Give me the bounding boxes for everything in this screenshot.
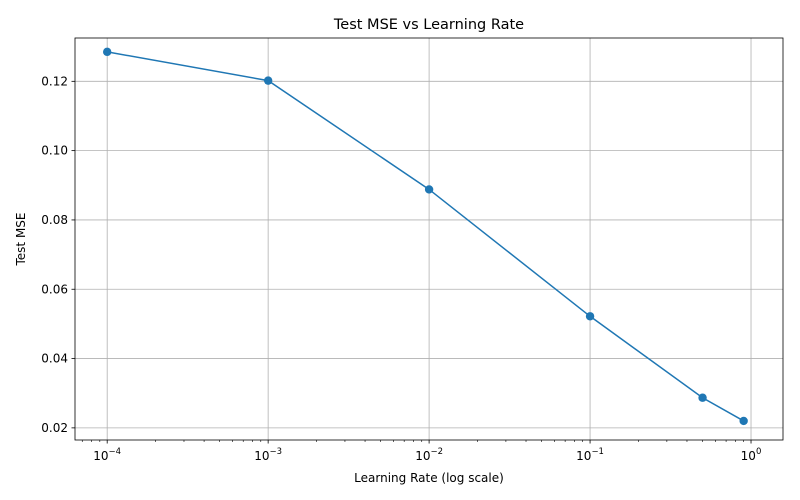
y-tick-label: 0.08 (41, 213, 68, 227)
x-tick-label: 10−2 (415, 447, 443, 463)
series-layer (102, 47, 748, 426)
x-tick-label: 100 (741, 447, 762, 463)
data-point (585, 312, 595, 321)
y-tick-label: 0.10 (41, 144, 68, 158)
y-tick-label: 0.04 (41, 352, 68, 366)
x-tick-label: 10−4 (93, 447, 121, 463)
data-point (102, 47, 112, 57)
data-point (263, 76, 273, 85)
y-tick-label: 0.12 (41, 74, 68, 88)
grid (75, 38, 783, 440)
x-tick-label: 10−3 (254, 447, 282, 463)
data-point (424, 185, 434, 194)
x-axis-label: Learning Rate (log scale) (354, 471, 504, 485)
data-point (698, 393, 707, 402)
x-axis: 10−4 10−3 10−2 10−1 100 (81, 440, 762, 463)
y-axis-label: Test MSE (14, 213, 28, 267)
y-tick-label: 0.06 (41, 282, 68, 296)
x-tick-label: 10−1 (576, 447, 604, 463)
data-point (739, 416, 748, 426)
chart-title: Test MSE vs Learning Rate (333, 17, 524, 33)
y-tick-label: 0.02 (41, 421, 68, 435)
series-line (107, 51, 745, 422)
y-axis: 0.02 0.04 0.06 0.08 0.10 0.12 (41, 74, 75, 435)
